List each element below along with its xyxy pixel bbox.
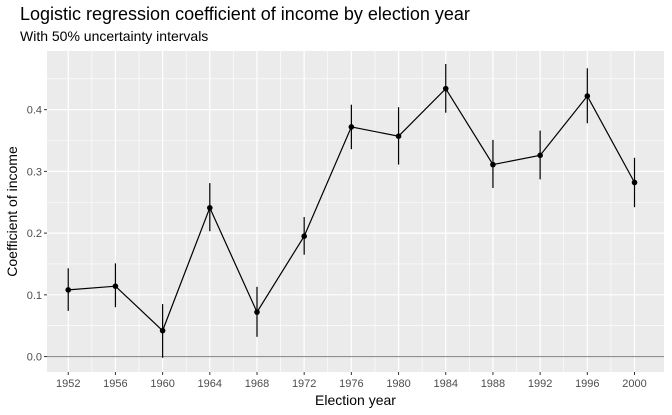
y-tick-label: 0.4 [27,105,42,117]
x-tick-label: 1956 [103,378,127,390]
data-point-1976 [348,124,355,130]
x-axis-title: Election year [315,392,396,408]
x-tick-label: 2000 [622,378,646,390]
y-tick-label: 0.0 [27,352,42,364]
data-point-1972 [301,233,307,239]
data-point-1952 [65,287,72,293]
chart-title: Logistic regression coefficient of incom… [20,4,470,24]
y-tick-label: 0.2 [27,228,42,240]
x-tick-label: 1976 [339,378,363,390]
x-tick-label: 1952 [56,378,80,390]
y-axis-ticks: 0.0 0.1 0.2 0.3 0.4 [27,105,47,364]
data-point-1960 [159,327,166,334]
x-tick-label: 1996 [575,378,599,390]
x-axis-ticks: 1952 1956 1960 1964 1968 1972 1976 1980 1984 1988… [56,372,647,390]
minor-gridlines [47,51,664,372]
x-tick-label: 1984 [434,378,458,390]
data-point-1956 [112,283,119,289]
data-point-2000 [631,179,638,186]
x-tick-label: 1988 [481,378,505,390]
x-tick-label: 1980 [386,378,410,390]
data-point-1964 [207,204,213,211]
y-tick-label: 0.1 [27,290,42,302]
data-point-1968 [254,309,260,315]
data-point-1992 [537,152,543,159]
y-tick-label: 0.3 [27,166,42,178]
x-tick-label: 1960 [150,378,174,390]
data-point-1980 [395,133,402,139]
x-tick-label: 1992 [528,378,552,390]
y-axis-title: Coefficient of income [4,146,20,277]
x-tick-label: 1972 [292,378,316,390]
data-point-1984 [442,85,449,92]
x-tick-label: 1968 [245,378,269,390]
data-points [65,85,638,334]
chart-subtitle: With 50% uncertainty intervals [20,28,209,44]
plot-panel [47,51,664,372]
data-point-1996 [584,93,591,99]
data-point-1988 [490,161,496,168]
x-tick-label: 1964 [198,378,222,390]
